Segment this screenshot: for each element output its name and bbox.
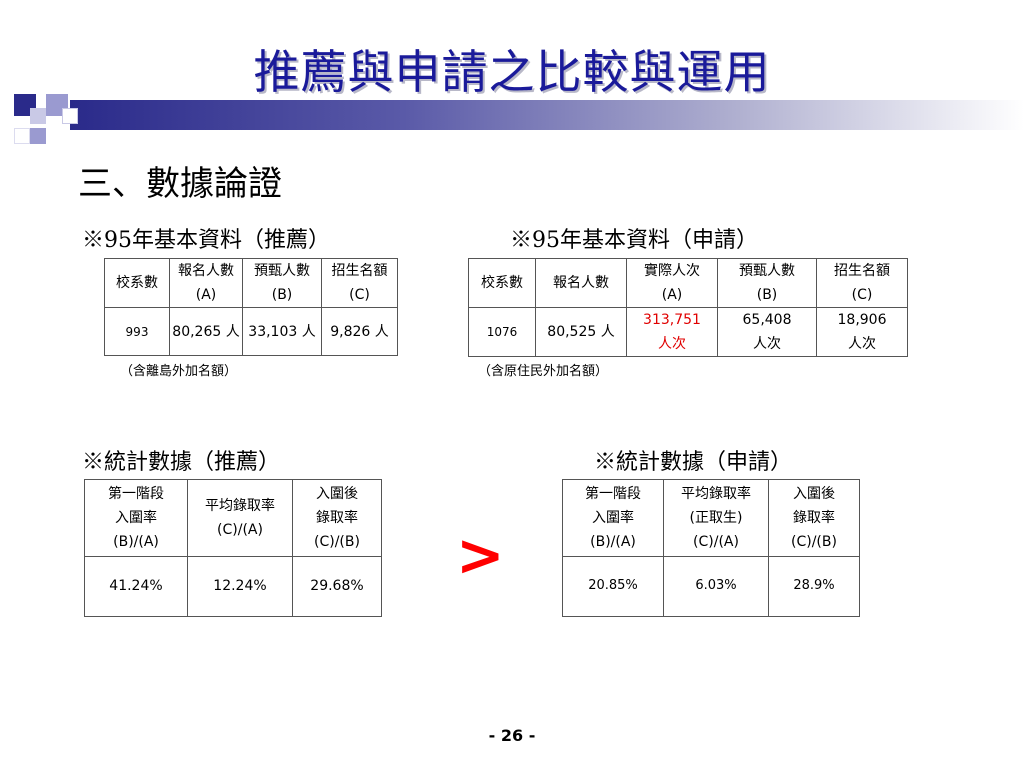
header-band bbox=[70, 100, 1024, 130]
table-header: 平均錄取率 (C)/(A) bbox=[187, 479, 293, 557]
table-header: 實際人次 (A) bbox=[626, 258, 718, 308]
table-cell: 313,751 人次 bbox=[626, 307, 718, 357]
table-header: 第一階段 入圍率 (B)/(A) bbox=[84, 479, 188, 557]
rec-stats-label: ※統計數據（推薦） bbox=[82, 450, 281, 475]
table-cell: 65,408 人次 bbox=[717, 307, 817, 357]
table-header: 入圍後 錄取率 (C)/(B) bbox=[768, 479, 860, 557]
table-header: 入圍後 錄取率 (C)/(B) bbox=[292, 479, 382, 557]
table-header: 校系數 bbox=[468, 258, 536, 308]
table-header: 招生名額 (C) bbox=[321, 258, 398, 308]
section-heading: 三、數據論證 bbox=[78, 164, 282, 204]
table-header: 第一階段 入圍率 (B)/(A) bbox=[562, 479, 664, 557]
rec-basic-note: （含離島外加名額） bbox=[120, 364, 238, 379]
app-basic-table: 校系數 報名人數 實際人次 (A) 預甄人數 (B) 招生名額 (C) 1076 80… bbox=[468, 258, 908, 357]
decor-square bbox=[30, 128, 46, 144]
greater-than-symbol: > bbox=[456, 521, 505, 589]
table-header: 校系數 bbox=[104, 258, 170, 308]
table-header: 招生名額 (C) bbox=[816, 258, 908, 308]
app-stats-table: 第一階段 入圍率 (B)/(A) 平均錄取率 (正取生) (C)/(A) 入圍後 錄取率(… bbox=[562, 479, 860, 618]
table-cell: 9,826 人 bbox=[321, 307, 398, 356]
table-cell: 993 bbox=[104, 307, 170, 356]
table-cell: 18,906 人次 bbox=[816, 307, 908, 357]
table-cell: 29.68% bbox=[292, 555, 382, 618]
rec-basic-label: ※95年基本資料（推薦） bbox=[82, 228, 330, 253]
table-cell: 41.24% bbox=[84, 555, 188, 618]
rec-stats-table: 第一階段 入圍率 (B)/(A) 平均錄取率 (C)/(A) 入圍後 錄取率 (C)/(B… bbox=[84, 479, 382, 618]
table-cell: 1076 bbox=[468, 307, 536, 357]
decor-square bbox=[62, 108, 78, 124]
table-cell: 80,525 人 bbox=[535, 307, 627, 357]
app-basic-note: （含原住民外加名額） bbox=[478, 364, 609, 379]
table-header: 報名人數 bbox=[535, 258, 627, 308]
table-cell: 33,103 人 bbox=[242, 307, 322, 356]
rec-basic-table: 校系數 報名人數 (A) 預甄人數 (B) 招生名額 (C) 993 80,265 人… bbox=[104, 258, 398, 356]
table-cell: 6.03% bbox=[663, 555, 769, 618]
page-number: - 26 - bbox=[488, 726, 536, 745]
slide-title: 推薦與申請之比較與運用 bbox=[253, 45, 771, 99]
table-cell: 20.85% bbox=[562, 555, 664, 618]
table-header: 預甄人數 (B) bbox=[242, 258, 322, 308]
decor-square bbox=[30, 108, 46, 124]
app-basic-label: ※95年基本資料（申請） bbox=[510, 228, 758, 253]
table-header: 平均錄取率 (正取生) (C)/(A) bbox=[663, 479, 769, 557]
table-cell: 12.24% bbox=[187, 555, 293, 618]
table-header: 預甄人數 (B) bbox=[717, 258, 817, 308]
table-cell: 80,265 人 bbox=[169, 307, 243, 356]
table-header: 報名人數 (A) bbox=[169, 258, 243, 308]
table-cell: 28.9% bbox=[768, 555, 860, 618]
app-stats-label: ※統計數據（申請） bbox=[594, 450, 793, 475]
decor-square bbox=[14, 128, 30, 144]
